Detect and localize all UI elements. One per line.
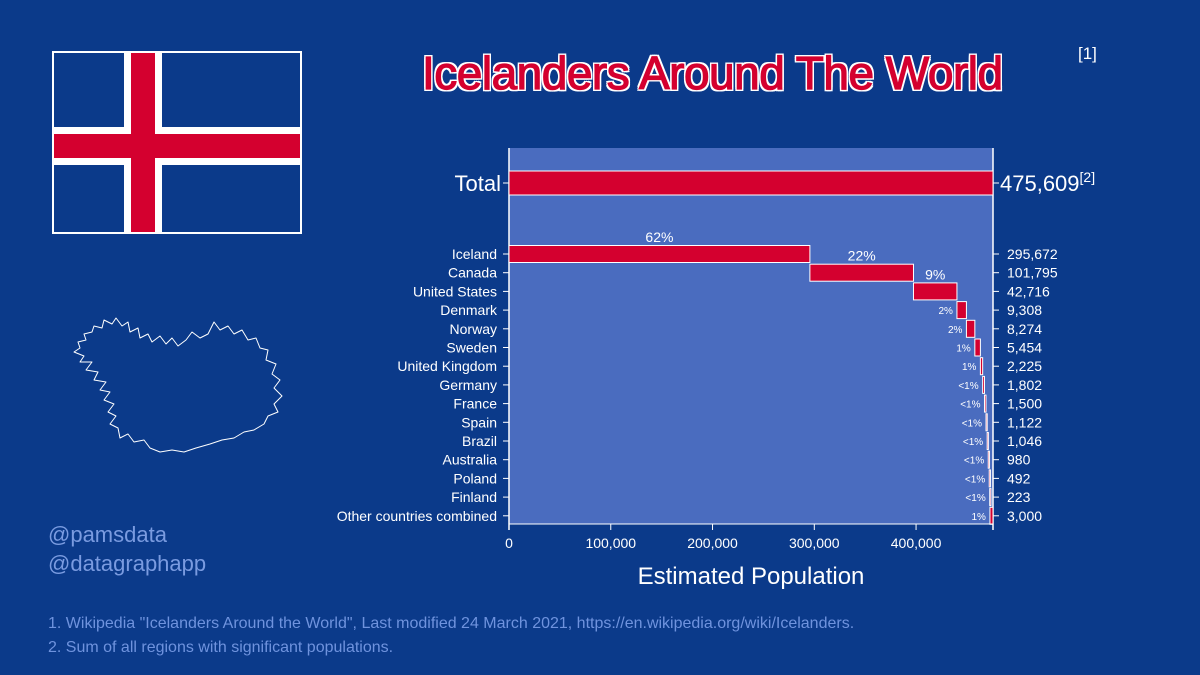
percent-label: 1%	[971, 512, 986, 523]
bar	[982, 375, 985, 394]
percent-label: 1%	[962, 362, 977, 373]
category-label: Spain	[461, 414, 497, 430]
bar	[989, 488, 992, 507]
handle-datagraphapp[interactable]: @datagraphapp	[48, 551, 207, 576]
percent-label: 2%	[948, 325, 963, 336]
total-bar	[508, 170, 994, 196]
category-label: Norway	[450, 321, 497, 337]
percent-label: 2%	[938, 306, 953, 317]
category-label: Australia	[443, 452, 498, 468]
category-label: Poland	[453, 470, 497, 486]
percent-label: 62%	[645, 229, 673, 245]
value-label: 492	[1007, 470, 1031, 486]
percent-label: 22%	[848, 248, 876, 264]
title-footnote-ref: [1]	[1078, 44, 1097, 63]
category-label: Finland	[451, 489, 497, 505]
value-label: 5,454	[1007, 340, 1042, 356]
value-label: 9,308	[1007, 302, 1042, 318]
category-label: Canada	[448, 265, 497, 281]
x-tick-label: 0	[505, 535, 513, 551]
value-label: 1,500	[1007, 396, 1042, 412]
percent-label: <1%	[960, 400, 980, 411]
bar	[985, 413, 988, 432]
social-handles: @pamsdata @datagraphapp	[48, 520, 206, 578]
handle-pamsdata[interactable]: @pamsdata	[48, 522, 167, 547]
iceland-map-outline	[73, 317, 283, 453]
category-label: Brazil	[462, 433, 497, 449]
chart-title: Icelanders Around The World	[421, 46, 1003, 99]
value-label: 101,795	[1007, 265, 1058, 281]
bar	[965, 319, 976, 338]
percent-label: <1%	[965, 493, 985, 504]
bar	[508, 245, 811, 263]
category-label: Sweden	[446, 340, 497, 356]
category-label: United Kingdom	[397, 358, 497, 374]
category-label: United States	[413, 283, 497, 299]
value-label: 42,716	[1007, 283, 1050, 299]
iceland-flag	[52, 51, 302, 234]
value-label: 1,046	[1007, 433, 1042, 449]
bar	[989, 506, 994, 525]
percent-label: <1%	[964, 456, 984, 467]
percent-label: <1%	[963, 437, 983, 448]
value-label: 8,274	[1007, 321, 1042, 337]
x-tick-label: 200,000	[687, 535, 738, 551]
percent-label: 9%	[925, 266, 945, 282]
bar	[809, 263, 914, 282]
value-label: 980	[1007, 452, 1031, 468]
value-label: 295,672	[1007, 246, 1058, 262]
bar	[987, 450, 990, 469]
value-label: 1,802	[1007, 377, 1042, 393]
category-label: Germany	[439, 377, 497, 393]
total-label: Total	[455, 171, 501, 196]
bar	[983, 394, 987, 413]
total-value-footnote-ref: [2]	[1080, 169, 1096, 185]
value-label: 1,122	[1007, 414, 1042, 430]
bar	[974, 338, 981, 357]
category-label: France	[453, 396, 497, 412]
percent-label: <1%	[962, 418, 982, 429]
category-label: Other countries combined	[337, 508, 497, 524]
bar	[988, 469, 991, 488]
bar	[956, 301, 967, 320]
bar	[912, 282, 958, 301]
footnotes: 1. Wikipedia "Icelanders Around the Worl…	[48, 612, 854, 660]
value-label: 223	[1007, 489, 1031, 505]
total-value-label: 475,609[2]	[1000, 169, 1095, 196]
x-tick-label: 300,000	[789, 535, 840, 551]
category-label: Iceland	[452, 246, 497, 262]
value-label: 3,000	[1007, 508, 1042, 524]
plot-area	[509, 148, 993, 524]
percent-label: <1%	[958, 381, 978, 392]
bar	[979, 357, 984, 376]
value-label: 2,225	[1007, 358, 1042, 374]
footnote-2: 2. Sum of all regions with significant p…	[48, 639, 394, 656]
x-axis-title: Estimated Population	[638, 563, 865, 590]
percent-label: 1%	[956, 344, 971, 355]
footnote-1: 1. Wikipedia "Icelanders Around the Worl…	[48, 615, 855, 632]
x-tick-label: 400,000	[891, 535, 942, 551]
percent-label: <1%	[965, 474, 985, 485]
x-tick-label: 100,000	[585, 535, 636, 551]
bar	[986, 432, 989, 450]
category-label: Denmark	[440, 302, 498, 318]
